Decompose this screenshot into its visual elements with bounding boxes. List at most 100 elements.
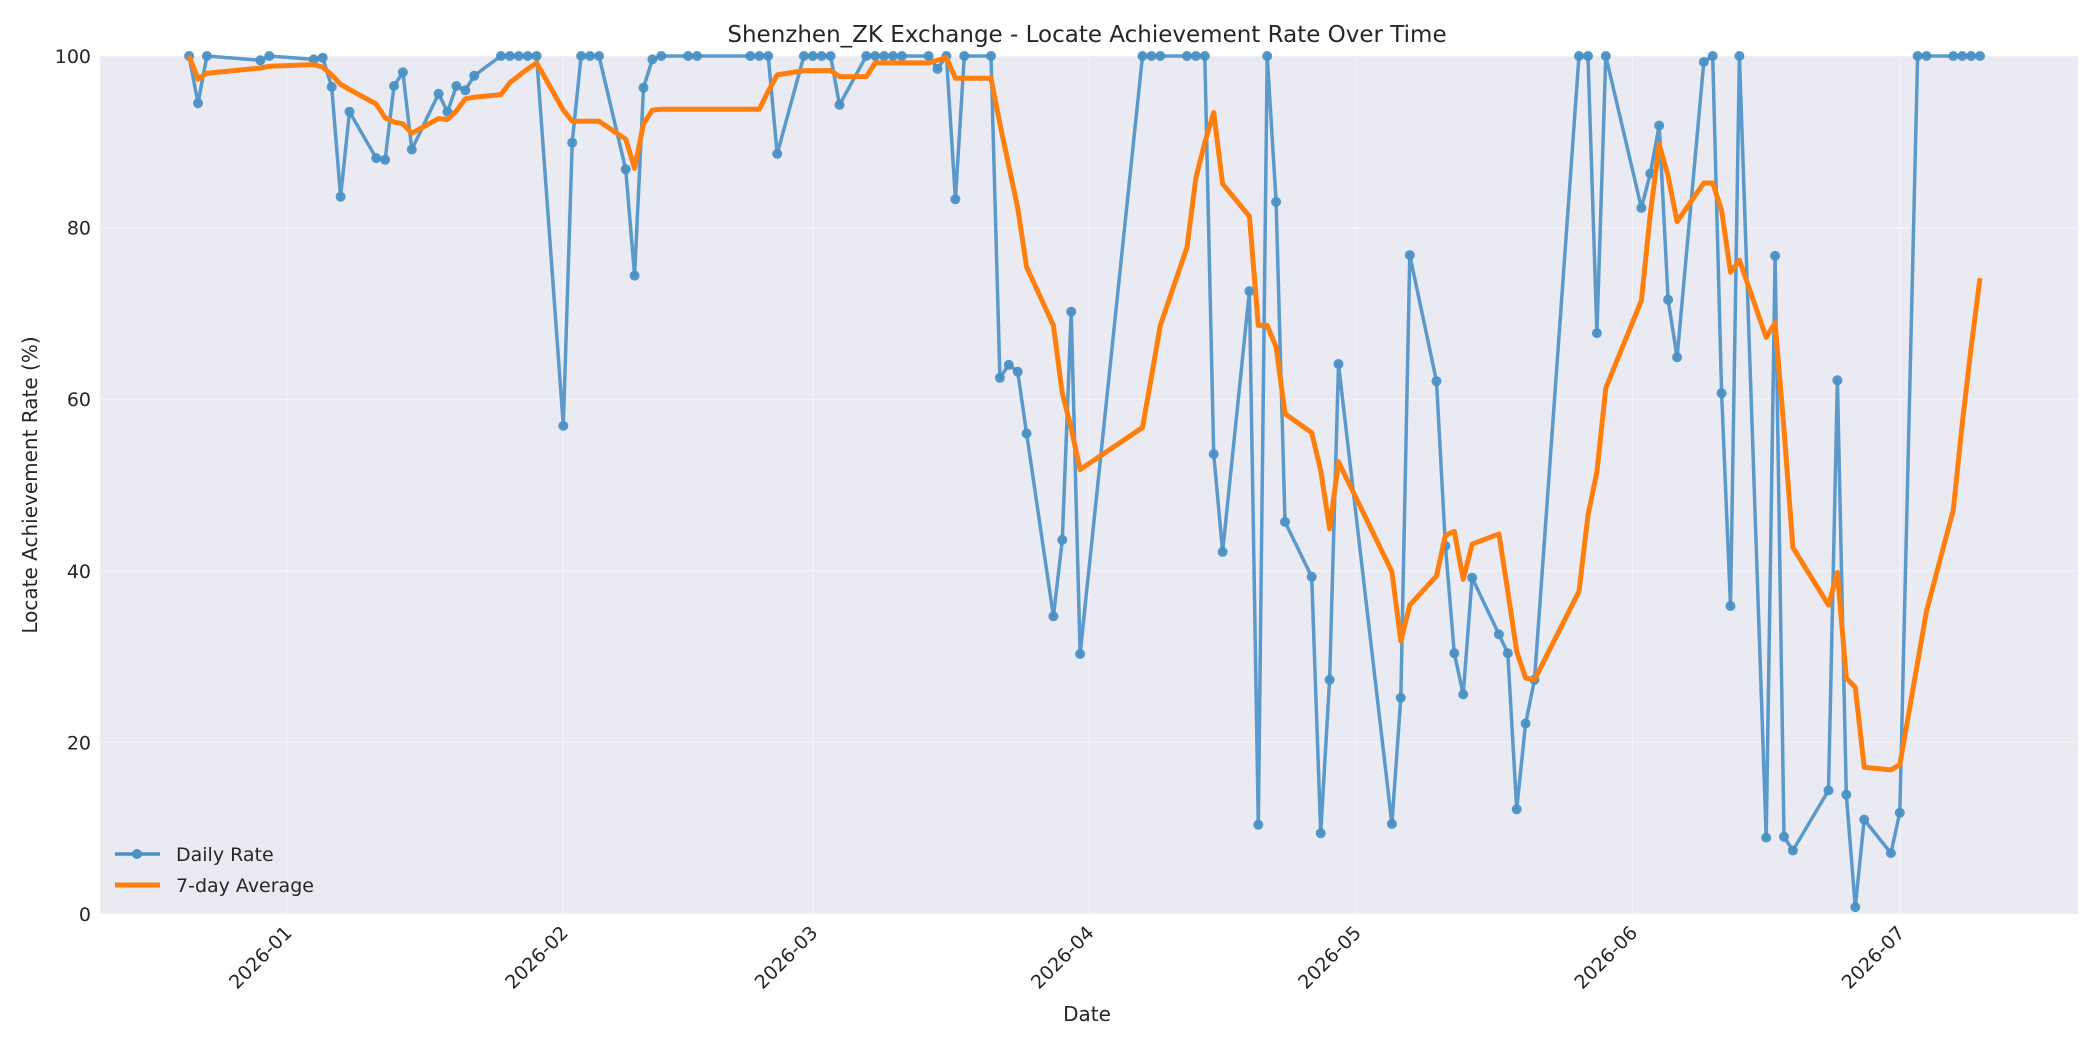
daily-rate-point xyxy=(1966,51,1977,61)
daily-rate-point xyxy=(264,51,275,61)
daily-rate-point xyxy=(576,51,587,61)
x-axis-label: Date xyxy=(1063,1002,1111,1026)
daily-rate-point xyxy=(1912,51,1923,61)
daily-rate-point xyxy=(1199,51,1210,61)
daily-rate-point xyxy=(1948,51,1959,61)
daily-rate-point xyxy=(1832,375,1843,386)
daily-rate-point xyxy=(567,137,578,148)
daily-rate-point xyxy=(1190,51,1201,61)
daily-rate-point xyxy=(513,51,524,61)
daily-rate-point xyxy=(460,85,471,96)
daily-rate-point xyxy=(1520,718,1531,729)
daily-rate-point xyxy=(1787,845,1798,856)
x-tick-label: 2026-02 xyxy=(501,922,573,994)
x-tick-label: 2026-04 xyxy=(1027,922,1099,994)
daily-rate-point xyxy=(923,51,934,61)
daily-rate-point xyxy=(1048,611,1059,622)
legend-label-0: Daily Rate xyxy=(176,844,274,866)
daily-rate-point xyxy=(495,51,506,61)
daily-rate-point xyxy=(1003,359,1014,370)
x-tick-label: 2026-03 xyxy=(751,922,823,994)
daily-rate-point xyxy=(959,51,970,61)
x-tick-label: 2026-06 xyxy=(1570,922,1642,994)
y-tick-label: 80 xyxy=(67,218,91,240)
daily-rate-point xyxy=(1208,449,1219,460)
daily-rate-point xyxy=(1395,692,1406,703)
daily-rate-point xyxy=(1146,51,1157,61)
daily-rate-point xyxy=(469,70,480,81)
daily-rate-point xyxy=(798,51,809,61)
daily-rate-point xyxy=(1493,629,1504,640)
daily-rate-point xyxy=(594,51,604,61)
daily-rate-point xyxy=(1066,306,1077,317)
daily-rate-point xyxy=(807,51,818,61)
daily-rate-point xyxy=(522,51,533,61)
daily-rate-point xyxy=(1654,120,1665,131)
x-tick-label: 2026-05 xyxy=(1294,922,1366,994)
daily-rate-point xyxy=(1698,57,1709,67)
daily-rate-point xyxy=(1244,286,1255,297)
daily-rate-point xyxy=(1315,828,1326,839)
daily-rate-point xyxy=(994,372,1005,383)
daily-rate-point xyxy=(397,67,408,78)
daily-rate-point xyxy=(406,144,417,155)
daily-rate-point xyxy=(389,81,399,91)
series-0 xyxy=(184,51,1985,913)
series-1 xyxy=(186,55,1983,773)
daily-rate-point xyxy=(1779,831,1789,842)
daily-rate-point xyxy=(1253,819,1264,830)
daily-rate-point xyxy=(433,88,444,99)
daily-rate-point xyxy=(193,98,203,109)
daily-rate-point xyxy=(1458,689,1469,700)
daily-rate-point xyxy=(1850,902,1861,913)
daily-rate-point xyxy=(308,54,319,65)
daily-rate-point xyxy=(451,81,462,91)
daily-rate-point xyxy=(1841,789,1852,800)
daily-rate-point xyxy=(1975,51,1985,61)
daily-rate-point xyxy=(1591,328,1602,339)
daily-rate-point xyxy=(656,51,667,61)
y-tick-label: 20 xyxy=(67,732,91,754)
daily-rate-point xyxy=(1894,807,1905,818)
daily-rate-point xyxy=(629,270,640,281)
daily-rate-point xyxy=(1823,785,1834,796)
daily-rate-point xyxy=(1502,648,1513,659)
daily-rate-point xyxy=(950,194,961,205)
daily-rate-point xyxy=(647,54,658,65)
daily-rate-point xyxy=(825,51,836,61)
y-tick-label: 0 xyxy=(79,904,91,926)
daily-rate-point xyxy=(371,153,382,164)
daily-rate-point xyxy=(1770,250,1781,261)
daily-rate-point xyxy=(1262,51,1273,61)
daily-rate-point xyxy=(1271,196,1282,207)
daily-rate-point xyxy=(1280,516,1290,527)
daily-rate-point xyxy=(1725,601,1736,611)
daily-rate-point xyxy=(585,51,595,61)
daily-rate-point xyxy=(870,51,881,61)
y-tick-label: 40 xyxy=(67,561,91,583)
daily-rate-point xyxy=(531,51,542,61)
daily-rate-point xyxy=(1075,649,1086,659)
daily-rate-point xyxy=(1012,366,1023,377)
legend-marker-0 xyxy=(132,849,142,859)
daily-rate-point xyxy=(772,148,783,159)
x-tick-label: 2026-07 xyxy=(1838,922,1910,994)
daily-rate-point xyxy=(1182,51,1192,61)
daily-rate-point xyxy=(1716,388,1727,399)
daily-rate-point xyxy=(1021,428,1032,439)
chart-title: Shenzhen_ZK Exchange - Locate Achievemen… xyxy=(727,22,1446,48)
daily-rate-point xyxy=(1636,202,1647,213)
daily-rate-point xyxy=(1600,51,1611,61)
x-tick-label: 2026-01 xyxy=(225,922,297,994)
daily-rate-point xyxy=(201,51,212,61)
daily-rate-point xyxy=(816,51,827,61)
daily-rate-point xyxy=(1404,250,1415,261)
daily-rate-point xyxy=(834,99,845,110)
y-tick-label: 100 xyxy=(55,46,91,68)
daily-rate-point xyxy=(326,81,337,92)
legend-label-1: 7-day Average xyxy=(176,875,314,897)
daily-rate-point xyxy=(1885,848,1896,859)
daily-rate-point xyxy=(1449,648,1460,659)
